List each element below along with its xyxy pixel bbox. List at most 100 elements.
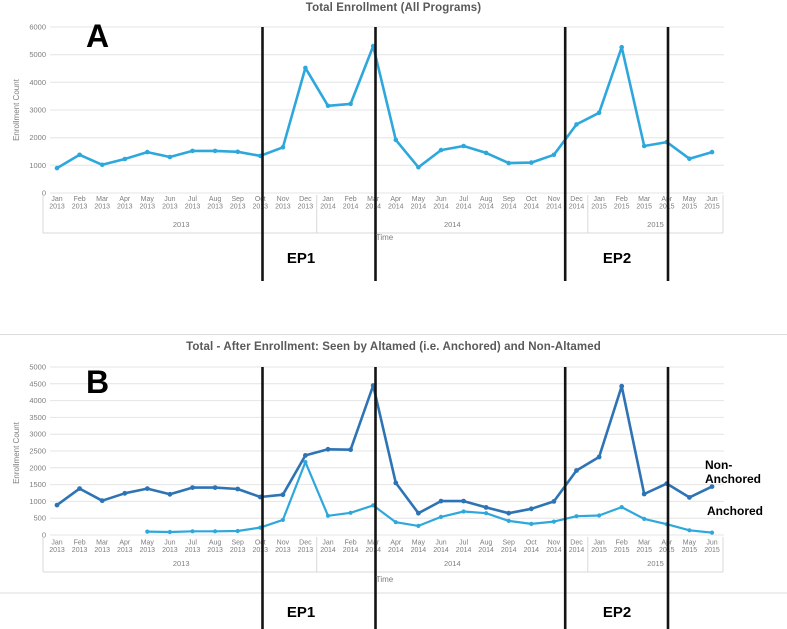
y-axis-ticks: 0 500 1000 1500 2000 2500 3000 3500 4000 4500 5000 (29, 363, 46, 540)
panel-b: Total - After Enrollment: Seen by Altame… (0, 334, 787, 629)
svg-text:Nov: Nov (277, 540, 290, 547)
year-group-label: 2013 (173, 559, 190, 568)
svg-text:Dec: Dec (299, 196, 312, 203)
svg-text:Mar: Mar (96, 196, 109, 203)
svg-text:2014: 2014 (388, 204, 404, 211)
year-group-label: 2014 (444, 559, 461, 568)
svg-text:2015: 2015 (636, 547, 652, 554)
event-lines (261, 367, 670, 629)
svg-text:4500: 4500 (29, 379, 46, 388)
svg-text:2014: 2014 (411, 547, 427, 554)
svg-text:2014: 2014 (411, 204, 427, 211)
svg-text:Nov: Nov (277, 196, 290, 203)
svg-text:May: May (412, 196, 426, 203)
x-axis-ticks: Jan2013Feb2013Mar2013Apr2013May2013Jun20… (49, 196, 720, 211)
svg-text:2013: 2013 (72, 547, 88, 554)
series-label-non-anchored: Non-Anchored (705, 458, 762, 486)
panel-a: Total Enrollment (All Programs) A Enroll… (12, 2, 724, 281)
panel-a-letter: A (86, 18, 110, 54)
series-non-anchored (54, 383, 715, 516)
svg-text:2013: 2013 (207, 204, 223, 211)
svg-text:2013: 2013 (140, 204, 156, 211)
svg-text:Nov: Nov (548, 196, 561, 203)
svg-text:Jan: Jan (593, 540, 604, 547)
svg-text:2013: 2013 (162, 547, 178, 554)
year-group-label: 2015 (647, 559, 664, 568)
svg-text:2014: 2014 (320, 547, 336, 554)
svg-text:1500: 1500 (29, 480, 46, 489)
svg-text:Sep: Sep (231, 540, 244, 547)
svg-text:2013: 2013 (117, 204, 133, 211)
svg-text:Mar: Mar (367, 540, 380, 547)
year-group-label: 2014 (444, 220, 461, 229)
svg-text:Jun: Jun (706, 196, 717, 203)
year-group-label: 2013 (173, 220, 190, 229)
svg-text:Oct: Oct (526, 540, 537, 547)
svg-text:Jul: Jul (188, 196, 197, 203)
svg-text:2000: 2000 (29, 133, 46, 142)
svg-text:1000: 1000 (29, 161, 46, 170)
svg-text:Jun: Jun (435, 196, 446, 203)
svg-text:0: 0 (42, 189, 46, 198)
svg-text:2015: 2015 (636, 204, 652, 211)
svg-text:2013: 2013 (230, 547, 246, 554)
svg-text:Nov: Nov (548, 540, 561, 547)
svg-text:6000: 6000 (29, 23, 46, 32)
svg-text:2014: 2014 (433, 204, 449, 211)
svg-text:Aug: Aug (209, 196, 222, 203)
year-group-label: 2015 (647, 220, 664, 229)
svg-text:May: May (412, 540, 426, 547)
svg-text:Jun: Jun (164, 540, 175, 547)
svg-text:2014: 2014 (569, 204, 585, 211)
svg-text:2013: 2013 (94, 204, 110, 211)
svg-text:1000: 1000 (29, 497, 46, 506)
ep1-label-b: EP1 (286, 604, 316, 621)
svg-text:0: 0 (42, 531, 46, 540)
svg-text:2013: 2013 (185, 204, 201, 211)
svg-text:2013: 2013 (275, 547, 291, 554)
svg-text:May: May (683, 196, 697, 203)
svg-text:Feb: Feb (616, 196, 628, 203)
svg-text:2014: 2014 (365, 204, 381, 211)
svg-text:Oct: Oct (255, 196, 266, 203)
svg-text:Jan: Jan (51, 540, 62, 547)
svg-text:2000: 2000 (29, 463, 46, 472)
svg-text:Feb: Feb (345, 196, 357, 203)
svg-text:3000: 3000 (29, 430, 46, 439)
svg-text:Feb: Feb (345, 540, 357, 547)
svg-text:Jun: Jun (164, 196, 175, 203)
svg-text:Apr: Apr (390, 196, 402, 203)
svg-text:Jan: Jan (322, 540, 333, 547)
svg-text:2015: 2015 (682, 547, 698, 554)
svg-text:2014: 2014 (433, 547, 449, 554)
panel-b-letter: B (86, 364, 110, 400)
svg-text:2013: 2013 (298, 547, 314, 554)
svg-text:Sep: Sep (231, 196, 244, 203)
chart-a-plot: 0100020003000400050006000Jan2013Feb2013M… (29, 23, 724, 281)
svg-text:2014: 2014 (546, 547, 562, 554)
svg-text:Oct: Oct (526, 196, 537, 203)
ep2-label-a: EP2 (602, 250, 632, 267)
chart-b-plot: 0 500 1000 1500 2000 2500 3000 3500 4000 4500 5000… (0, 363, 787, 629)
svg-text:2013: 2013 (298, 204, 314, 211)
svg-text:Mar: Mar (638, 540, 651, 547)
year-separators (42, 195, 724, 234)
svg-text:5000: 5000 (29, 363, 46, 372)
svg-text:Feb: Feb (74, 540, 86, 547)
svg-text:2015: 2015 (614, 547, 630, 554)
svg-text:2013: 2013 (207, 547, 223, 554)
chart-a-title: Total Enrollment (All Programs) (305, 2, 482, 14)
svg-text:2014: 2014 (320, 204, 336, 211)
gridlines (50, 366, 724, 536)
series-label-anchored: Anchored (707, 504, 764, 518)
svg-text:2500: 2500 (29, 447, 46, 456)
svg-text:2014: 2014 (456, 547, 472, 554)
svg-text:Dec: Dec (570, 196, 583, 203)
y-axis-ticks: 0 1000 2000 3000 4000 5000 6000 (29, 23, 46, 198)
svg-text:5000: 5000 (29, 50, 46, 59)
svg-text:Aug: Aug (480, 540, 493, 547)
gridlines (50, 26, 724, 194)
svg-text:Feb: Feb (616, 540, 628, 547)
svg-text:2013: 2013 (185, 547, 201, 554)
